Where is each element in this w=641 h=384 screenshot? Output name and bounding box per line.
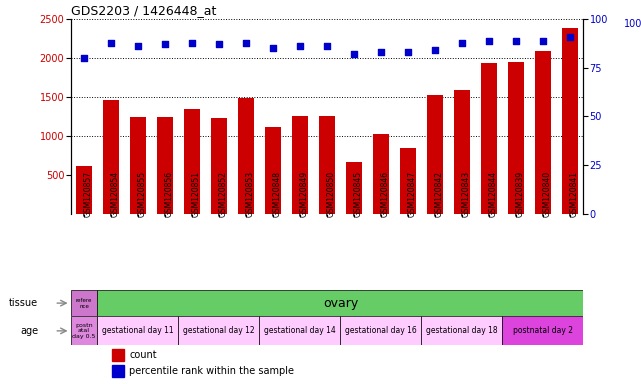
Bar: [400, 148, 416, 214]
Text: gestational day 14: gestational day 14: [264, 326, 336, 335]
Point: [457, 40, 467, 46]
Text: postnatal day 2: postnatal day 2: [513, 326, 573, 335]
Point: [429, 47, 440, 53]
Bar: [373, 134, 389, 214]
Text: GSM120841: GSM120841: [570, 171, 579, 217]
Bar: [76, 166, 92, 214]
Text: GSM120846: GSM120846: [381, 171, 390, 217]
Text: GSM120844: GSM120844: [489, 171, 498, 217]
Bar: [345, 162, 362, 214]
Bar: [97, 316, 178, 346]
Text: gestational day 11: gestational day 11: [102, 326, 174, 335]
Bar: [265, 127, 281, 214]
Text: refere
nce: refere nce: [76, 298, 92, 308]
Text: GSM120848: GSM120848: [273, 171, 282, 217]
Point: [349, 51, 359, 57]
Text: GSM120839: GSM120839: [516, 171, 525, 217]
Text: GSM120853: GSM120853: [246, 171, 255, 217]
Text: GDS2203 / 1426448_at: GDS2203 / 1426448_at: [71, 3, 216, 17]
Bar: [260, 316, 340, 346]
Point: [241, 40, 251, 46]
Bar: [481, 63, 497, 214]
Text: age: age: [20, 326, 38, 336]
Text: percentile rank within the sample: percentile rank within the sample: [129, 366, 294, 376]
Text: 100%: 100%: [624, 19, 641, 29]
Text: GSM120850: GSM120850: [327, 171, 336, 217]
Point: [160, 41, 170, 48]
Bar: [562, 28, 578, 214]
Bar: [184, 109, 200, 214]
Point: [133, 43, 143, 50]
Text: GSM120843: GSM120843: [462, 171, 471, 217]
Text: GSM120849: GSM120849: [300, 171, 309, 217]
Text: GSM120856: GSM120856: [165, 171, 174, 217]
Bar: [71, 316, 97, 346]
Text: GSM120847: GSM120847: [408, 171, 417, 217]
Text: GSM120852: GSM120852: [219, 171, 228, 217]
Bar: [319, 116, 335, 214]
Text: gestational day 16: gestational day 16: [345, 326, 417, 335]
Bar: [112, 349, 124, 361]
Text: postn
atal
day 0.5: postn atal day 0.5: [72, 323, 96, 339]
Bar: [112, 364, 124, 377]
Text: GSM120854: GSM120854: [111, 171, 120, 217]
Point: [268, 45, 278, 51]
Bar: [421, 316, 503, 346]
Point: [214, 41, 224, 48]
Text: GSM120840: GSM120840: [543, 171, 552, 217]
Text: count: count: [129, 350, 157, 360]
Text: GSM120851: GSM120851: [192, 171, 201, 217]
Text: GSM120855: GSM120855: [138, 171, 147, 217]
Point: [376, 49, 386, 55]
Bar: [157, 117, 173, 214]
Point: [484, 38, 494, 44]
Bar: [508, 62, 524, 214]
Bar: [178, 316, 260, 346]
Text: GSM120857: GSM120857: [84, 171, 93, 217]
Point: [403, 49, 413, 55]
Point: [187, 40, 197, 46]
Bar: [103, 100, 119, 214]
Text: GSM120845: GSM120845: [354, 171, 363, 217]
Text: gestational day 12: gestational day 12: [183, 326, 254, 335]
Text: tissue: tissue: [9, 298, 38, 308]
Point: [511, 38, 521, 44]
Bar: [340, 316, 421, 346]
Bar: [454, 90, 470, 214]
Point: [106, 40, 116, 46]
Point: [538, 38, 548, 44]
Point: [295, 43, 305, 50]
Bar: [292, 116, 308, 214]
Point: [79, 55, 89, 61]
Point: [565, 34, 575, 40]
Text: ovary: ovary: [323, 296, 358, 310]
Point: [322, 43, 332, 50]
Bar: [130, 117, 146, 214]
Bar: [211, 118, 227, 214]
Bar: [503, 316, 583, 346]
Bar: [535, 51, 551, 214]
Text: gestational day 18: gestational day 18: [426, 326, 497, 335]
Bar: [238, 98, 254, 214]
Bar: [427, 94, 443, 214]
Text: GSM120842: GSM120842: [435, 171, 444, 217]
Bar: [71, 290, 97, 316]
